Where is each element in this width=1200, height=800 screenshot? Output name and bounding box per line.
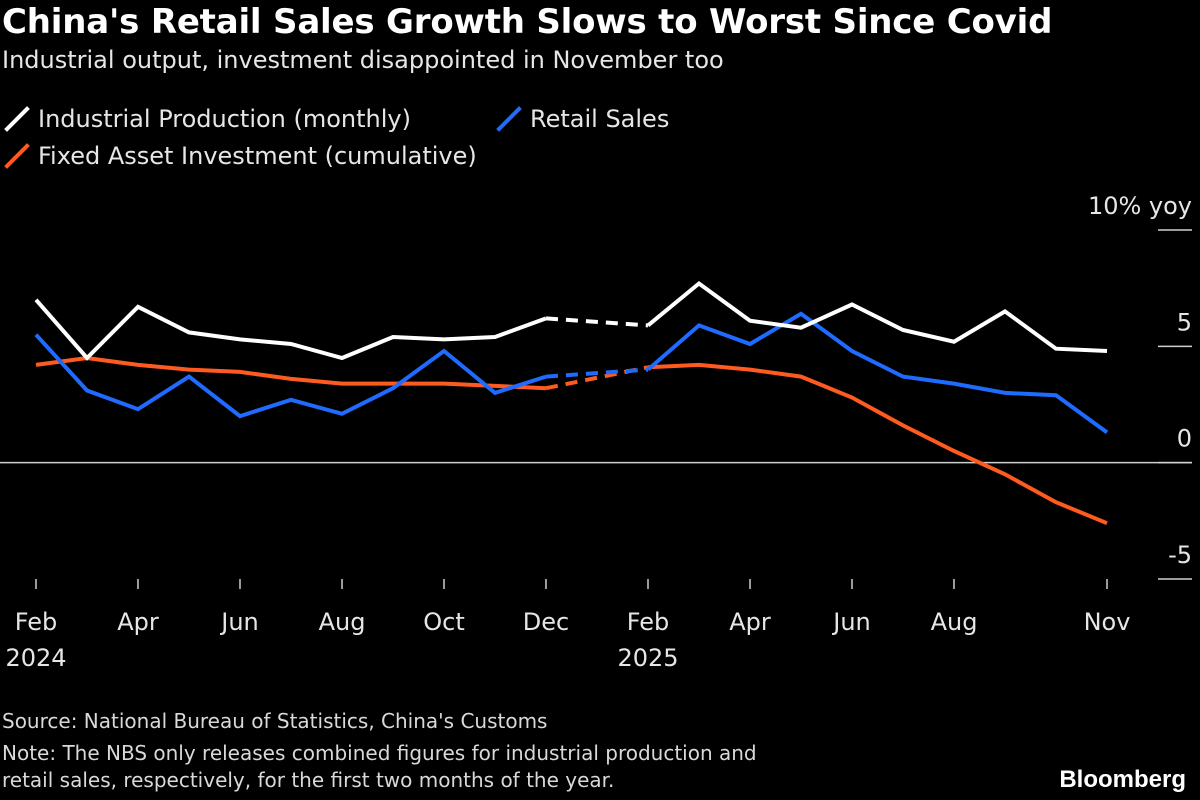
legend-swatch-white — [4, 106, 30, 132]
x-tick-label: Nov — [1084, 608, 1131, 636]
legend-label: Industrial Production (monthly) — [38, 105, 411, 133]
x-tick-label: Dec — [523, 608, 569, 636]
x-tick-label: Jun — [831, 608, 871, 636]
series-dashed-gap-retail-sales — [545, 367, 649, 379]
x-tick-label: Jun — [219, 608, 259, 636]
x-tick-label: Apr — [729, 608, 771, 636]
series-line-fixed-asset-investment-cumulative-2024 — [35, 355, 547, 391]
x-tick-label: Aug — [319, 608, 366, 636]
chart-title: China's Retail Sales Growth Slows to Wor… — [2, 2, 1053, 42]
series-line-fixed-asset-investment-cumulative-2025 — [647, 362, 1108, 526]
x-tick-label: Apr — [117, 608, 159, 636]
legend-swatch-orange — [4, 143, 30, 169]
series-line-industrial-production-monthly-2024 — [34, 298, 547, 361]
y-tick-label: 0 — [1177, 425, 1192, 453]
legend-item-industrial-production: Industrial Production (monthly) — [4, 105, 411, 133]
chart-subtitle: Industrial output, investment disappoint… — [2, 46, 724, 74]
y-tick-label: 5 — [1177, 308, 1192, 336]
legend-label: Retail Sales — [530, 105, 670, 133]
series-line-retail-sales-2025 — [646, 311, 1109, 435]
x-tick-year-label: 2024 — [5, 644, 66, 672]
legend-item-fixed-asset-investment: Fixed Asset Investment (cumulative) — [4, 142, 477, 170]
x-tick-label: Feb — [627, 608, 670, 636]
footnote-line-1: Note: The NBS only releases combined fig… — [2, 741, 757, 765]
y-tick-label: 10% yoy — [1088, 192, 1192, 220]
bloomberg-logo: Bloomberg — [1059, 766, 1186, 793]
x-tick-year-label: 2025 — [617, 644, 678, 672]
legend-label: Fixed Asset Investment (cumulative) — [38, 142, 477, 170]
y-tick-label: -5 — [1168, 541, 1192, 569]
series-dashed-gap-industrial-production-monthly — [545, 316, 649, 328]
legend-item-retail-sales: Retail Sales — [496, 105, 669, 133]
legend-swatch-blue — [496, 106, 522, 132]
source-note: Source: National Bureau of Statistics, C… — [2, 709, 548, 733]
series-line-retail-sales-2024 — [34, 333, 547, 419]
x-tick-label: Feb — [15, 608, 58, 636]
series-line-industrial-production-monthly-2025 — [646, 280, 1108, 353]
footnote-line-2: retail sales, respectively, for the firs… — [2, 768, 615, 792]
x-tick-label: Oct — [423, 608, 465, 636]
x-tick-label: Aug — [931, 608, 978, 636]
